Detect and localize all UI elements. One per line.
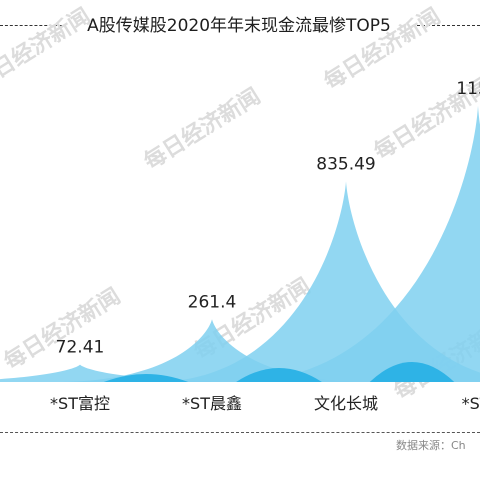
title-dash-right [412,25,480,26]
overlap-layer [103,362,455,382]
watermark-text: 每日经济新闻 [0,3,95,95]
value-label: 72.41 [56,338,105,358]
watermark-text: 每日经济新闻 [319,3,445,95]
source-note: 数据来源：Ch [396,439,466,452]
title-dash-left [0,25,62,26]
chart-title: A股传媒股2020年年末现金流最惨TOP5 [87,16,391,36]
peak-3 [238,105,480,382]
title-row: A股传媒股2020年年末现金流最惨TOP5 [0,14,480,38]
overlap-2 [369,362,455,382]
labels-layer: 72.41 *ST富控 261.4 *ST晨鑫 835.49 文化长城 1151 *STI [50,79,480,413]
overlap-1 [236,368,322,382]
value-label: 835.49 [316,154,375,174]
overlap-0 [103,374,189,382]
category-label: *ST晨鑫 [182,394,242,413]
value-label: 261.4 [188,292,237,312]
watermark-text: 每日经济新闻 [139,83,265,175]
category-label: *STI [462,394,480,413]
category-label: 文化长城 [314,394,378,413]
bottom-rule [0,432,480,433]
value-label: 1151 [456,79,480,99]
watermark-text: 每日经济新闻 [0,283,125,375]
peak-0 [0,364,230,382]
peaks-layer [0,105,480,382]
peak-1 [62,319,362,382]
category-label: *ST富控 [50,394,110,413]
